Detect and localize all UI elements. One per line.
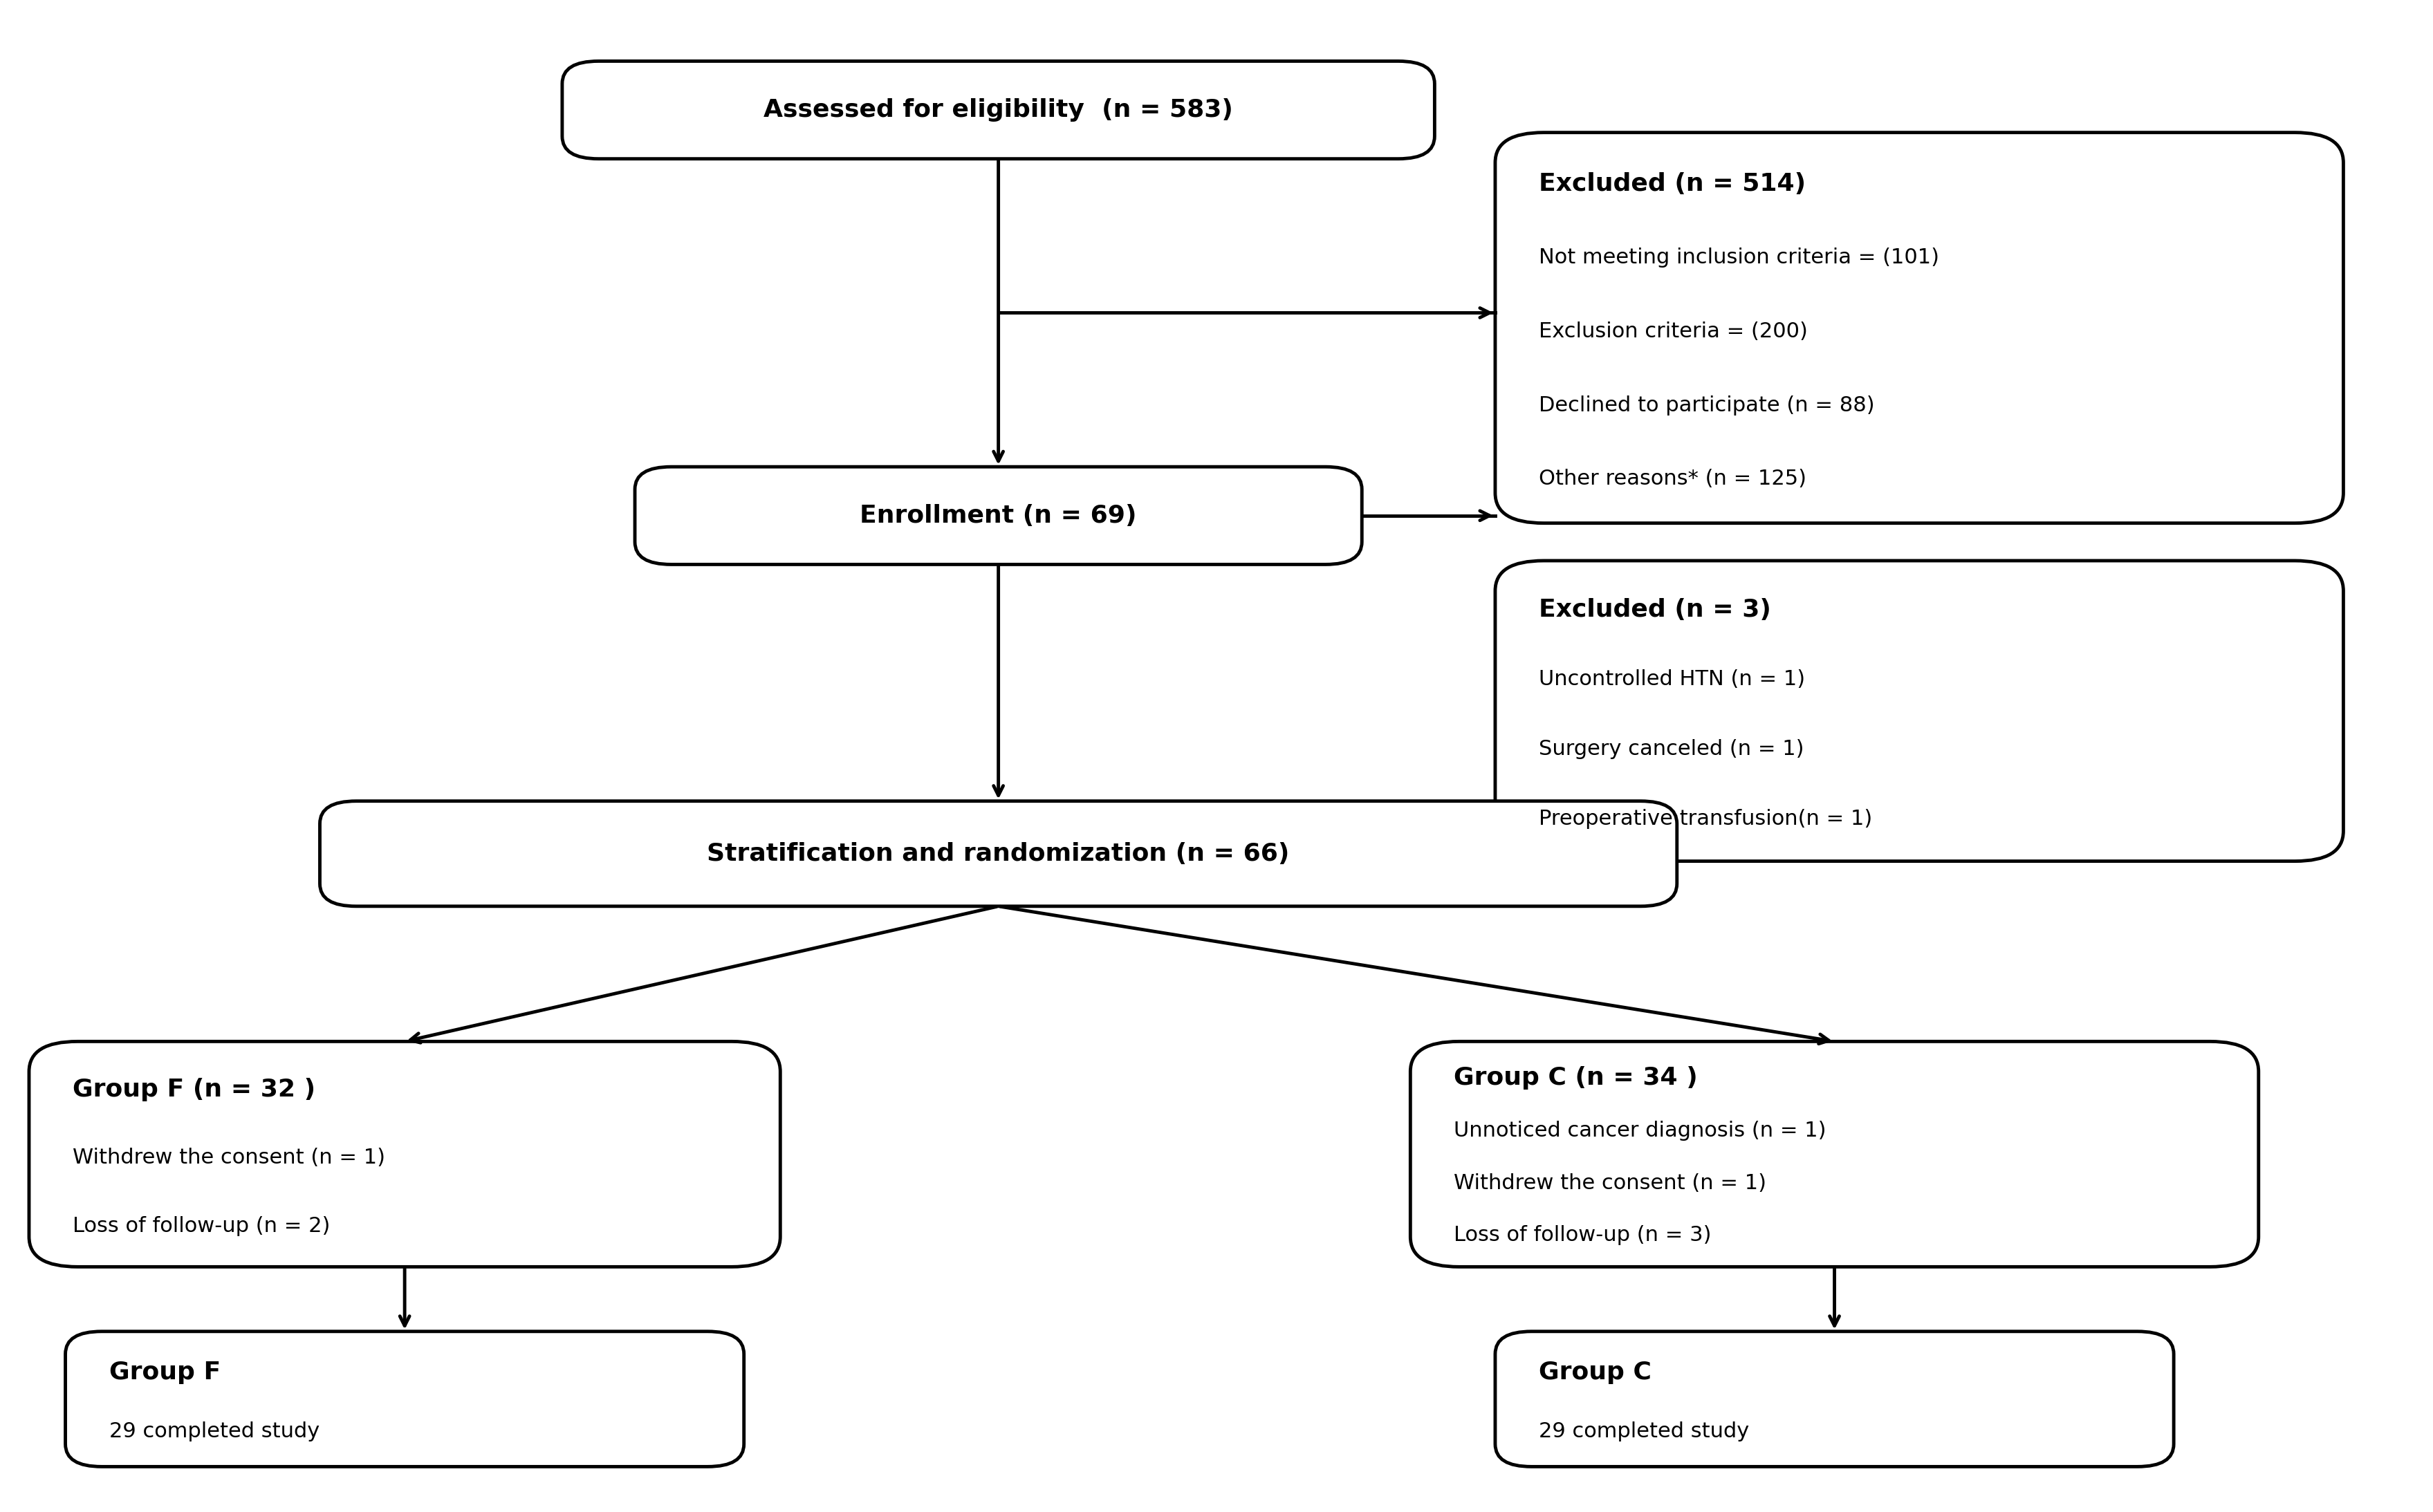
Text: Exclusion criteria = (200): Exclusion criteria = (200) [1538, 322, 1808, 342]
Text: Unnoticed cancer diagnosis (n = 1): Unnoticed cancer diagnosis (n = 1) [1455, 1120, 1827, 1140]
Text: Uncontrolled HTN (n = 1): Uncontrolled HTN (n = 1) [1538, 670, 1805, 689]
Text: Group F: Group F [109, 1361, 221, 1385]
Text: Excluded (n = 514): Excluded (n = 514) [1538, 172, 1805, 197]
Text: Withdrew the consent (n = 1): Withdrew the consent (n = 1) [73, 1148, 384, 1167]
Text: Group C (n = 34 ): Group C (n = 34 ) [1455, 1066, 1698, 1090]
Text: Withdrew the consent (n = 1): Withdrew the consent (n = 1) [1455, 1173, 1766, 1193]
FancyBboxPatch shape [635, 467, 1362, 564]
Text: Loss of follow-up (n = 3): Loss of follow-up (n = 3) [1455, 1225, 1710, 1246]
Text: Other reasons* (n = 125): Other reasons* (n = 125) [1538, 469, 1805, 488]
Text: Declined to participate (n = 88): Declined to participate (n = 88) [1538, 395, 1876, 416]
FancyBboxPatch shape [1411, 1042, 2258, 1267]
FancyBboxPatch shape [1496, 133, 2343, 523]
Text: Assessed for eligibility  (n = 583): Assessed for eligibility (n = 583) [764, 98, 1234, 122]
FancyBboxPatch shape [1496, 561, 2343, 862]
Text: Group F (n = 32 ): Group F (n = 32 ) [73, 1078, 316, 1101]
Text: Excluded (n = 3): Excluded (n = 3) [1538, 597, 1771, 621]
Text: Group C: Group C [1538, 1361, 1652, 1385]
Text: Preoperative transfusion(n = 1): Preoperative transfusion(n = 1) [1538, 809, 1873, 829]
Text: Stratification and randomization (n = 66): Stratification and randomization (n = 66… [708, 842, 1289, 865]
Text: Surgery canceled (n = 1): Surgery canceled (n = 1) [1538, 739, 1803, 759]
FancyBboxPatch shape [29, 1042, 781, 1267]
FancyBboxPatch shape [562, 60, 1435, 159]
FancyBboxPatch shape [319, 801, 1676, 906]
Text: Loss of follow-up (n = 2): Loss of follow-up (n = 2) [73, 1216, 331, 1235]
Text: 29 completed study: 29 completed study [1538, 1421, 1749, 1441]
FancyBboxPatch shape [66, 1332, 744, 1467]
Text: Enrollment (n = 69): Enrollment (n = 69) [859, 503, 1136, 528]
Text: 29 completed study: 29 completed study [109, 1421, 319, 1441]
FancyBboxPatch shape [1496, 1332, 2173, 1467]
Text: Not meeting inclusion criteria = (101): Not meeting inclusion criteria = (101) [1538, 248, 1939, 268]
